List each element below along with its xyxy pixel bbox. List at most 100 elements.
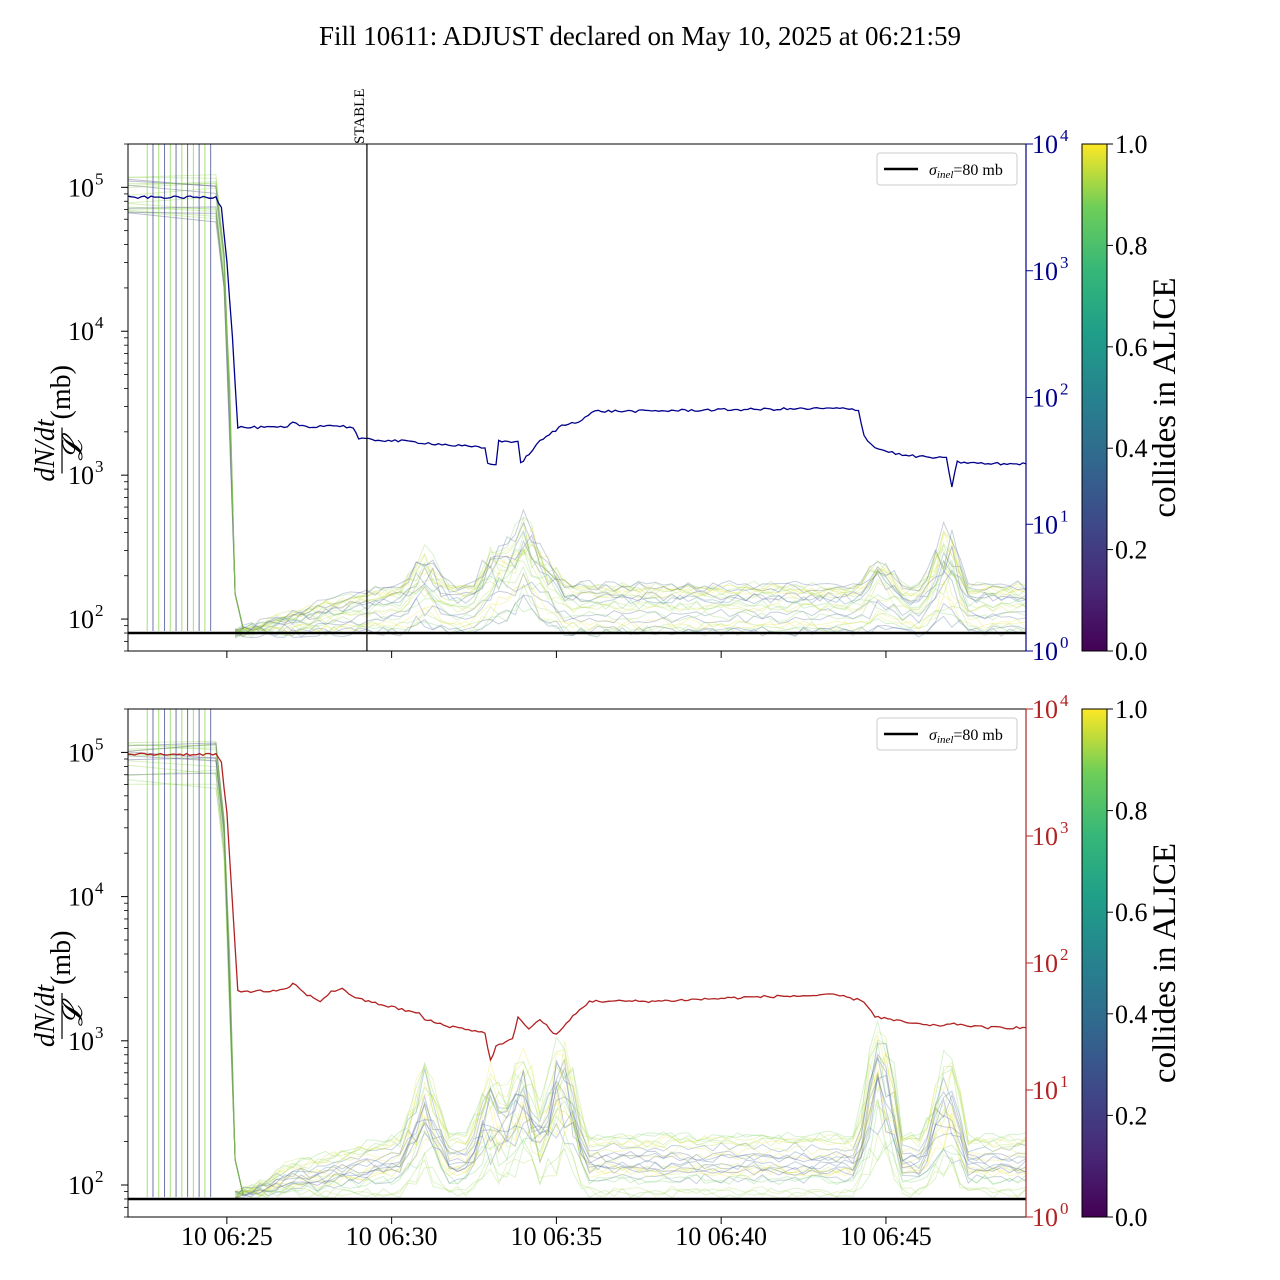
right-tick-label: 10 xyxy=(1032,257,1058,286)
bunch-series-line xyxy=(234,1073,1026,1199)
bunch-series-line xyxy=(128,753,244,1196)
right-tick-exponent: 4 xyxy=(1060,126,1069,145)
right-tick-label: 10 xyxy=(1032,510,1058,539)
bunch-series-line xyxy=(128,206,244,630)
bunch-series-line xyxy=(128,742,244,1196)
bunch-series-line xyxy=(234,1077,1026,1197)
x-tick-label: 10 06:30 xyxy=(346,1222,438,1251)
bunch-series-line xyxy=(128,752,244,1196)
y-label-unit: (mb) xyxy=(46,365,77,419)
bunch-series-line xyxy=(235,1071,1026,1196)
y-label-unit: (mb) xyxy=(46,931,77,985)
legend-label: σinel=80 mb xyxy=(929,727,1003,746)
bunch-series-line xyxy=(128,206,244,630)
plot-area xyxy=(128,144,1026,639)
bunch-series-line xyxy=(128,740,244,1196)
bunch-series-line xyxy=(128,181,244,630)
bunch-series-line xyxy=(234,1039,1026,1196)
bunch-series-line xyxy=(234,1030,1026,1200)
y-tick-exponent: 4 xyxy=(95,879,104,898)
stable-label: STABLE xyxy=(352,89,368,144)
y-label-numerator: dN/dt xyxy=(30,418,61,481)
y-tick-label: 10 xyxy=(68,173,94,202)
bunch-series-line xyxy=(234,1138,1026,1200)
right-tick-exponent: 3 xyxy=(1060,818,1069,837)
colorbar xyxy=(1081,143,1108,652)
right-axis-series-line xyxy=(128,195,1026,488)
bunch-series-line xyxy=(234,1035,1026,1201)
right-tick-exponent: 0 xyxy=(1060,633,1069,652)
colorbar-tick-label: 0.2 xyxy=(1115,1101,1148,1130)
legend-label: σinel=80 mb xyxy=(929,162,1003,181)
bunch-series-line xyxy=(235,1094,1026,1197)
right-tick-label: 10 xyxy=(1032,695,1058,724)
right-axis-series-line xyxy=(128,752,1026,1062)
y-tick-label: 10 xyxy=(68,1171,94,1200)
bunch-series-line xyxy=(128,203,244,630)
bunch-series-line xyxy=(128,751,244,1196)
colorbar xyxy=(1081,708,1108,1218)
y-tick-label: 10 xyxy=(68,1027,94,1056)
bunch-series-line xyxy=(234,1066,1026,1200)
bunch-series-line xyxy=(128,764,244,1196)
y-tick-exponent: 5 xyxy=(95,169,104,188)
bunch-series-line xyxy=(234,1086,1026,1199)
plot-area xyxy=(128,709,1026,1201)
bunch-series-line xyxy=(234,551,1026,635)
bunch-series-line xyxy=(234,1046,1026,1199)
bunch-series-line xyxy=(128,209,244,630)
bunch-series-line xyxy=(234,1053,1026,1196)
bunch-series-line xyxy=(128,772,244,1196)
bunch-series-line xyxy=(234,1104,1026,1201)
bunch-series-line xyxy=(128,755,244,1196)
y-label-numerator: dN/dt xyxy=(30,984,61,1047)
colorbar-tick-label: 0.6 xyxy=(1115,898,1148,927)
legend: σinel=80 mb xyxy=(876,152,1018,186)
colorbar-tick-label: 0.8 xyxy=(1115,797,1148,826)
x-tick-label: 10 06:35 xyxy=(511,1222,603,1251)
bunch-series-line xyxy=(128,182,244,630)
colorbar-tick-label: 0.0 xyxy=(1115,637,1148,666)
bunch-series-line xyxy=(235,1130,1026,1199)
bunch-series-line xyxy=(128,760,244,1196)
colorbar-label: collides in ALICE xyxy=(1147,843,1183,1083)
bunch-series-line xyxy=(234,1098,1026,1197)
x-tick-label: 10 06:25 xyxy=(181,1222,273,1251)
colorbar-tick-label: 0.4 xyxy=(1115,434,1148,463)
right-tick-exponent: 1 xyxy=(1060,1072,1069,1091)
colorbar-tick-label: 0.6 xyxy=(1115,333,1148,362)
bunch-series-line xyxy=(128,174,244,630)
bunch-series-line xyxy=(128,187,244,630)
bunch-series-line xyxy=(128,212,244,630)
legend: σinel=80 mb xyxy=(876,717,1018,751)
bunch-series-line xyxy=(235,1075,1026,1199)
bunch-series-line xyxy=(128,184,244,630)
bunch-series-line xyxy=(128,210,244,630)
x-tick-label: 10 06:40 xyxy=(675,1222,767,1251)
y-label-denominator: 𝓛 xyxy=(58,433,89,461)
colorbar-tick-label: 1.0 xyxy=(1115,130,1148,159)
bunch-series-line xyxy=(234,1043,1026,1200)
colorbar-tick-label: 0.4 xyxy=(1115,1000,1148,1029)
bottom-panel: 10 210 310 410 510 010 110 210 310 410 06:25 10 06… xyxy=(30,691,1183,1251)
y-tick-exponent: 3 xyxy=(95,457,104,476)
y-tick-exponent: 3 xyxy=(95,1023,104,1042)
colorbar-tick-label: 1.0 xyxy=(1115,695,1148,724)
right-tick-exponent: 1 xyxy=(1060,506,1069,525)
bunch-series-line xyxy=(128,743,244,1196)
bunch-series-line xyxy=(128,176,244,630)
y-tick-label: 10 xyxy=(68,461,94,490)
right-tick-label: 10 xyxy=(1032,384,1058,413)
bunch-series-line xyxy=(128,747,244,1196)
colorbar-tick-label: 0.8 xyxy=(1115,231,1148,260)
right-tick-label: 10 xyxy=(1032,130,1058,159)
right-tick-exponent: 2 xyxy=(1060,945,1069,964)
colorbar-tick-label: 0.0 xyxy=(1115,1203,1148,1232)
bunch-series-line xyxy=(234,1132,1026,1199)
legend-box xyxy=(876,152,1018,186)
x-tick-label: 10 06:45 xyxy=(840,1222,932,1251)
y-tick-label: 10 xyxy=(68,605,94,634)
bunch-series-line xyxy=(234,1069,1026,1198)
y-tick-exponent: 2 xyxy=(95,1167,104,1186)
colorbar-label: collides in ALICE xyxy=(1147,277,1183,517)
